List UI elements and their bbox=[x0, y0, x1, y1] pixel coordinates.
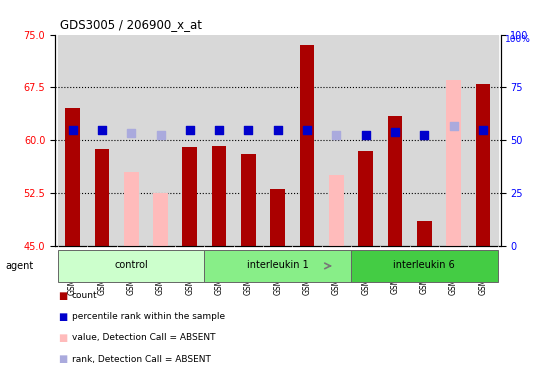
Bar bbox=[146, 35, 175, 246]
Bar bbox=[87, 35, 117, 246]
Bar bbox=[205, 35, 234, 246]
Text: interleukin 1: interleukin 1 bbox=[247, 260, 309, 270]
Point bbox=[332, 131, 341, 137]
Bar bbox=[410, 35, 439, 246]
Text: control: control bbox=[114, 260, 148, 270]
Point bbox=[68, 127, 77, 133]
Bar bbox=[271, 189, 285, 246]
Bar bbox=[417, 221, 432, 246]
Bar bbox=[446, 80, 461, 246]
Text: percentile rank within the sample: percentile rank within the sample bbox=[72, 312, 224, 321]
Text: agent: agent bbox=[6, 261, 34, 271]
Bar bbox=[351, 35, 381, 246]
Point bbox=[390, 129, 399, 135]
Bar bbox=[388, 116, 402, 246]
Point bbox=[273, 127, 282, 133]
Point bbox=[478, 127, 487, 133]
Bar bbox=[234, 35, 263, 246]
Text: rank, Detection Call = ABSENT: rank, Detection Call = ABSENT bbox=[72, 354, 210, 364]
Bar bbox=[381, 35, 410, 246]
Point bbox=[449, 123, 458, 129]
Text: interleukin 6: interleukin 6 bbox=[393, 260, 455, 270]
Point bbox=[185, 127, 194, 133]
Bar bbox=[293, 35, 322, 246]
Bar bbox=[329, 175, 344, 246]
Bar bbox=[359, 151, 373, 246]
Text: ■: ■ bbox=[58, 312, 67, 322]
Bar bbox=[65, 109, 80, 246]
Bar bbox=[322, 35, 351, 246]
Bar bbox=[263, 35, 293, 246]
Point bbox=[156, 131, 165, 137]
Text: ■: ■ bbox=[58, 333, 67, 343]
Point bbox=[244, 127, 253, 133]
Bar bbox=[300, 45, 315, 246]
Bar bbox=[153, 193, 168, 246]
Bar bbox=[95, 149, 109, 246]
Bar bbox=[468, 35, 498, 246]
Text: ■: ■ bbox=[58, 291, 67, 301]
Bar bbox=[175, 35, 205, 246]
Point bbox=[302, 127, 311, 133]
Bar bbox=[241, 154, 256, 246]
Text: GDS3005 / 206900_x_at: GDS3005 / 206900_x_at bbox=[60, 18, 202, 31]
Bar bbox=[117, 35, 146, 246]
Point bbox=[214, 127, 223, 133]
Text: value, Detection Call = ABSENT: value, Detection Call = ABSENT bbox=[72, 333, 215, 343]
Text: ■: ■ bbox=[58, 354, 67, 364]
Bar bbox=[58, 35, 87, 246]
Point bbox=[97, 127, 106, 133]
Bar bbox=[183, 147, 197, 246]
Point bbox=[361, 131, 370, 137]
Bar bbox=[351, 250, 498, 282]
Point bbox=[127, 130, 136, 136]
Point bbox=[420, 131, 428, 137]
Text: count: count bbox=[72, 291, 97, 300]
Bar bbox=[124, 172, 139, 246]
Bar bbox=[212, 146, 227, 246]
Bar bbox=[476, 84, 490, 246]
Text: 100%: 100% bbox=[505, 35, 531, 43]
Bar bbox=[439, 35, 468, 246]
Bar bbox=[205, 250, 351, 282]
Bar bbox=[58, 250, 205, 282]
